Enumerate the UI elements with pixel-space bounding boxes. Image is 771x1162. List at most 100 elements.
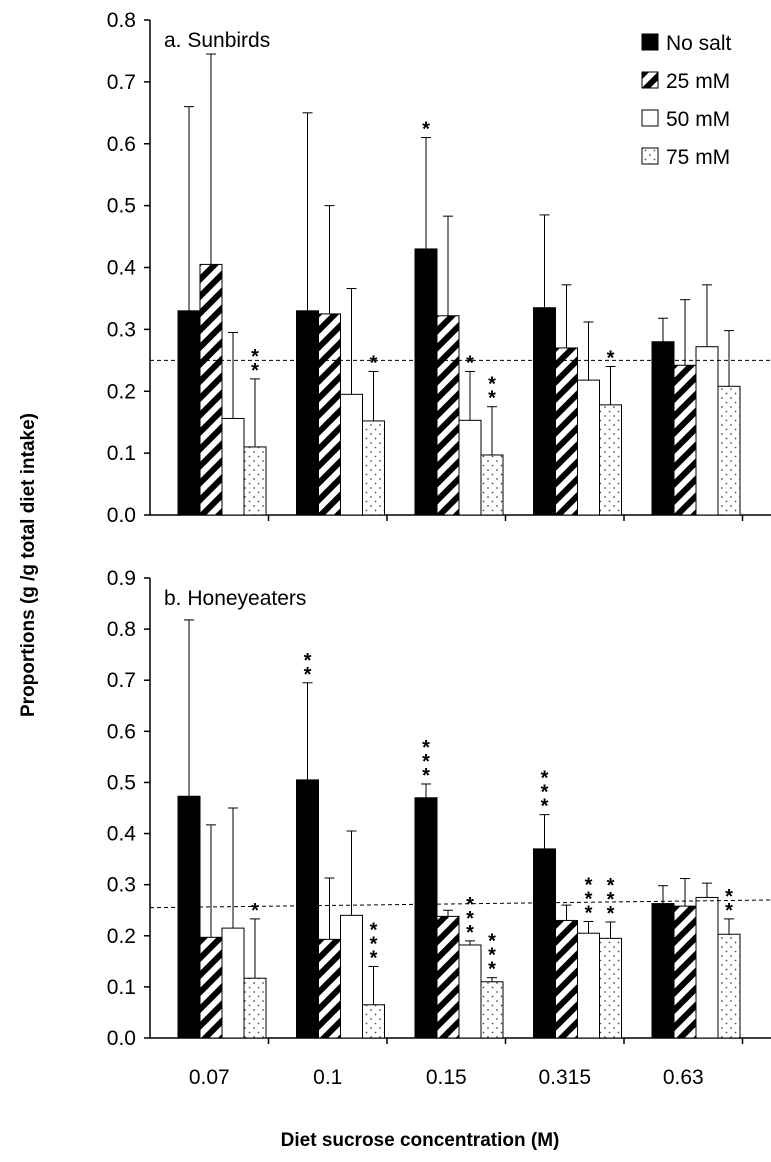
y-tick-label: 0.2 — [107, 380, 136, 403]
bar — [695, 896, 719, 1039]
bar — [340, 914, 363, 1039]
y-tick-label: 0.1 — [107, 976, 136, 999]
significance-star: * — [541, 782, 549, 804]
significance-star: * — [541, 768, 549, 790]
bar — [318, 313, 341, 516]
panel-sunbirds: 0.00.10.20.30.40.50.60.70.8** ******a. Su… — [107, 9, 771, 527]
significance-star: * — [251, 360, 259, 382]
significance-star: * — [488, 388, 496, 410]
significance-star: * — [488, 959, 496, 981]
significance-star: * — [466, 922, 474, 944]
panel-honeyeaters: 0.00.10.20.30.40.50.60.70.80.9**********… — [107, 567, 771, 1089]
y-tick-label: 0.9 — [107, 567, 136, 590]
x-tick-label: 0.15 — [426, 1066, 467, 1089]
bar — [555, 919, 578, 1039]
significance-star: * — [370, 919, 378, 941]
significance-star: * — [725, 886, 733, 908]
y-tick-label: 0.4 — [107, 257, 137, 280]
legend-swatch — [641, 147, 659, 165]
bar — [177, 310, 201, 516]
bar — [177, 795, 201, 1039]
bar — [414, 797, 438, 1039]
bar — [362, 420, 385, 516]
x-axis-title: Diet sucrose concentration (M) — [281, 1130, 560, 1151]
bar — [577, 932, 600, 1039]
bar — [695, 346, 719, 516]
bar — [651, 341, 675, 516]
y-tick-label: 0.7 — [107, 669, 136, 692]
bar — [599, 937, 622, 1039]
chart-legend: No salt 25 mM 50 mM 75 mM — [641, 32, 732, 169]
significance-star: * — [488, 374, 496, 396]
y-tick-label: 0.3 — [107, 874, 136, 897]
significance-star: * — [585, 902, 593, 924]
significance-star: * — [541, 796, 549, 818]
bar — [577, 379, 600, 516]
significance-star: * — [370, 933, 378, 955]
bar — [458, 944, 482, 1039]
bar — [318, 938, 341, 1039]
bar — [717, 385, 741, 516]
significance-star: * — [466, 894, 474, 916]
legend-label: No salt — [666, 32, 732, 55]
bar — [533, 848, 556, 1039]
bar — [436, 315, 460, 516]
bar — [555, 347, 578, 516]
y-tick-label: 0.1 — [107, 442, 136, 465]
legend-swatch — [641, 33, 659, 51]
significance-star: * — [422, 119, 430, 141]
bar — [717, 933, 741, 1039]
x-tick-label: 0.315 — [538, 1066, 591, 1089]
y-tick-label: 0.4 — [107, 823, 137, 846]
significance-star: * — [607, 348, 615, 370]
bar — [221, 927, 245, 1039]
x-tick-label: 0.07 — [189, 1066, 230, 1089]
significance-star: * — [370, 947, 378, 969]
significance-star: * — [251, 346, 259, 368]
legend-label: 50 mM — [666, 108, 730, 131]
significance-star: * — [466, 352, 474, 374]
y-tick-label: 0.5 — [107, 195, 136, 218]
significance-star: * — [304, 650, 312, 672]
bar — [296, 310, 319, 516]
bar — [243, 446, 267, 516]
bar — [436, 915, 460, 1039]
bar — [673, 905, 697, 1039]
bar — [673, 364, 697, 516]
bar — [199, 263, 223, 516]
legend-label: 75 mM — [666, 146, 730, 169]
y-tick-label: 0.8 — [107, 618, 136, 641]
significance-star: * — [607, 875, 615, 897]
significance-star: * — [422, 751, 430, 773]
y-axis-title: Proportions (g /g total diet intake) — [18, 413, 39, 717]
y-tick-label: 0.0 — [107, 504, 136, 527]
bar — [340, 393, 363, 516]
significance-star: * — [488, 931, 496, 953]
bar — [651, 903, 675, 1039]
significance-star: * — [304, 664, 312, 686]
significance-star: * — [251, 900, 259, 922]
x-tick-label: 0.1 — [313, 1066, 342, 1089]
significance-star: * — [585, 888, 593, 910]
y-tick-label: 0.8 — [107, 9, 136, 32]
y-tick-label: 0.0 — [107, 1027, 136, 1050]
significance-star: * — [422, 765, 430, 787]
significance-star: * — [607, 889, 615, 911]
bar — [480, 454, 504, 516]
significance-star: * — [466, 908, 474, 930]
significance-star: * — [422, 737, 430, 759]
bar — [533, 307, 556, 516]
bar — [458, 419, 482, 516]
reference-line — [149, 899, 771, 909]
bar — [199, 936, 223, 1039]
y-tick-label: 0.7 — [107, 71, 136, 94]
significance-star: * — [370, 352, 378, 374]
legend-label: 25 mM — [666, 70, 730, 93]
y-tick-label: 0.3 — [107, 318, 136, 341]
bar — [221, 417, 245, 516]
legend-swatch — [641, 71, 659, 89]
panel-label: b. Honeyeaters — [164, 587, 306, 610]
significance-star: * — [725, 900, 733, 922]
bar — [414, 248, 438, 516]
